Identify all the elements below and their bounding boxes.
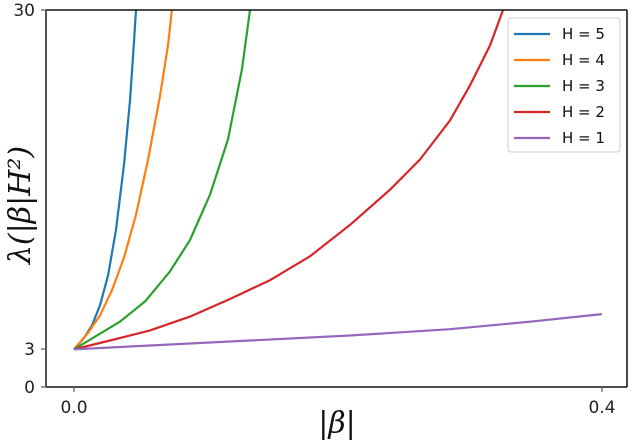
y-tick-3: 3 xyxy=(24,340,35,360)
y-tick-0: 0 xyxy=(24,378,35,398)
y-axis-ticks: 0 3 30 xyxy=(13,1,46,398)
series-line-h5 xyxy=(73,9,138,351)
y-tick-30: 30 xyxy=(13,1,35,21)
legend-label: H = 2 xyxy=(562,103,605,121)
legend-label: H = 1 xyxy=(562,129,605,147)
plot-area xyxy=(73,9,603,351)
legend-label: H = 3 xyxy=(562,77,605,95)
x-axis-ticks: 0.0 0.4 xyxy=(60,387,616,418)
x-tick-0: 0.0 xyxy=(60,398,87,418)
legend-label: H = 4 xyxy=(562,51,605,69)
legend: H = 5 H = 4 H = 3 H = 2 H = 1 xyxy=(507,17,621,153)
series-line-h3 xyxy=(73,9,252,351)
x-tick-0-4: 0.4 xyxy=(588,398,615,418)
legend-label: H = 5 xyxy=(562,25,605,43)
series-line-h1 xyxy=(73,313,603,351)
x-axis-label: |β| xyxy=(318,406,356,440)
series-line-h4 xyxy=(73,9,173,351)
y-axis-label: λ(|β|H²) xyxy=(3,146,38,265)
series-line-h2 xyxy=(73,9,505,351)
